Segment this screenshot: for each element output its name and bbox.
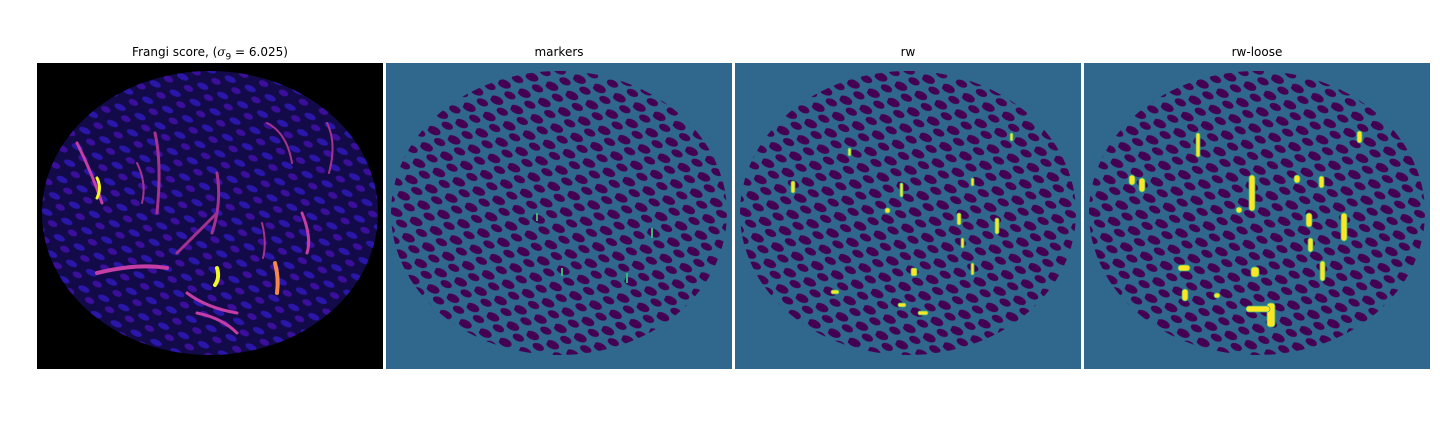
panel-title-markers: markers — [534, 45, 584, 59]
panel-title-rw-loose: rw-loose — [1231, 45, 1283, 59]
rw-loose-image — [1084, 63, 1430, 369]
panel-title-frangi: Frangi score, (σ9 = 6.025) — [132, 45, 288, 63]
markers-dots — [536, 213, 653, 283]
frangi-svg — [37, 63, 383, 369]
frangi-vessels — [75, 122, 334, 335]
rw-segments — [790, 132, 1014, 316]
markers-svg — [386, 63, 732, 369]
rw-image — [735, 63, 1081, 369]
markers-image — [386, 63, 732, 369]
panel-title-rw: rw — [900, 45, 916, 59]
rw-loose-segments — [1128, 130, 1363, 328]
rw-loose-svg — [1084, 63, 1430, 369]
frangi-image — [37, 63, 383, 369]
rw-svg — [735, 63, 1081, 369]
